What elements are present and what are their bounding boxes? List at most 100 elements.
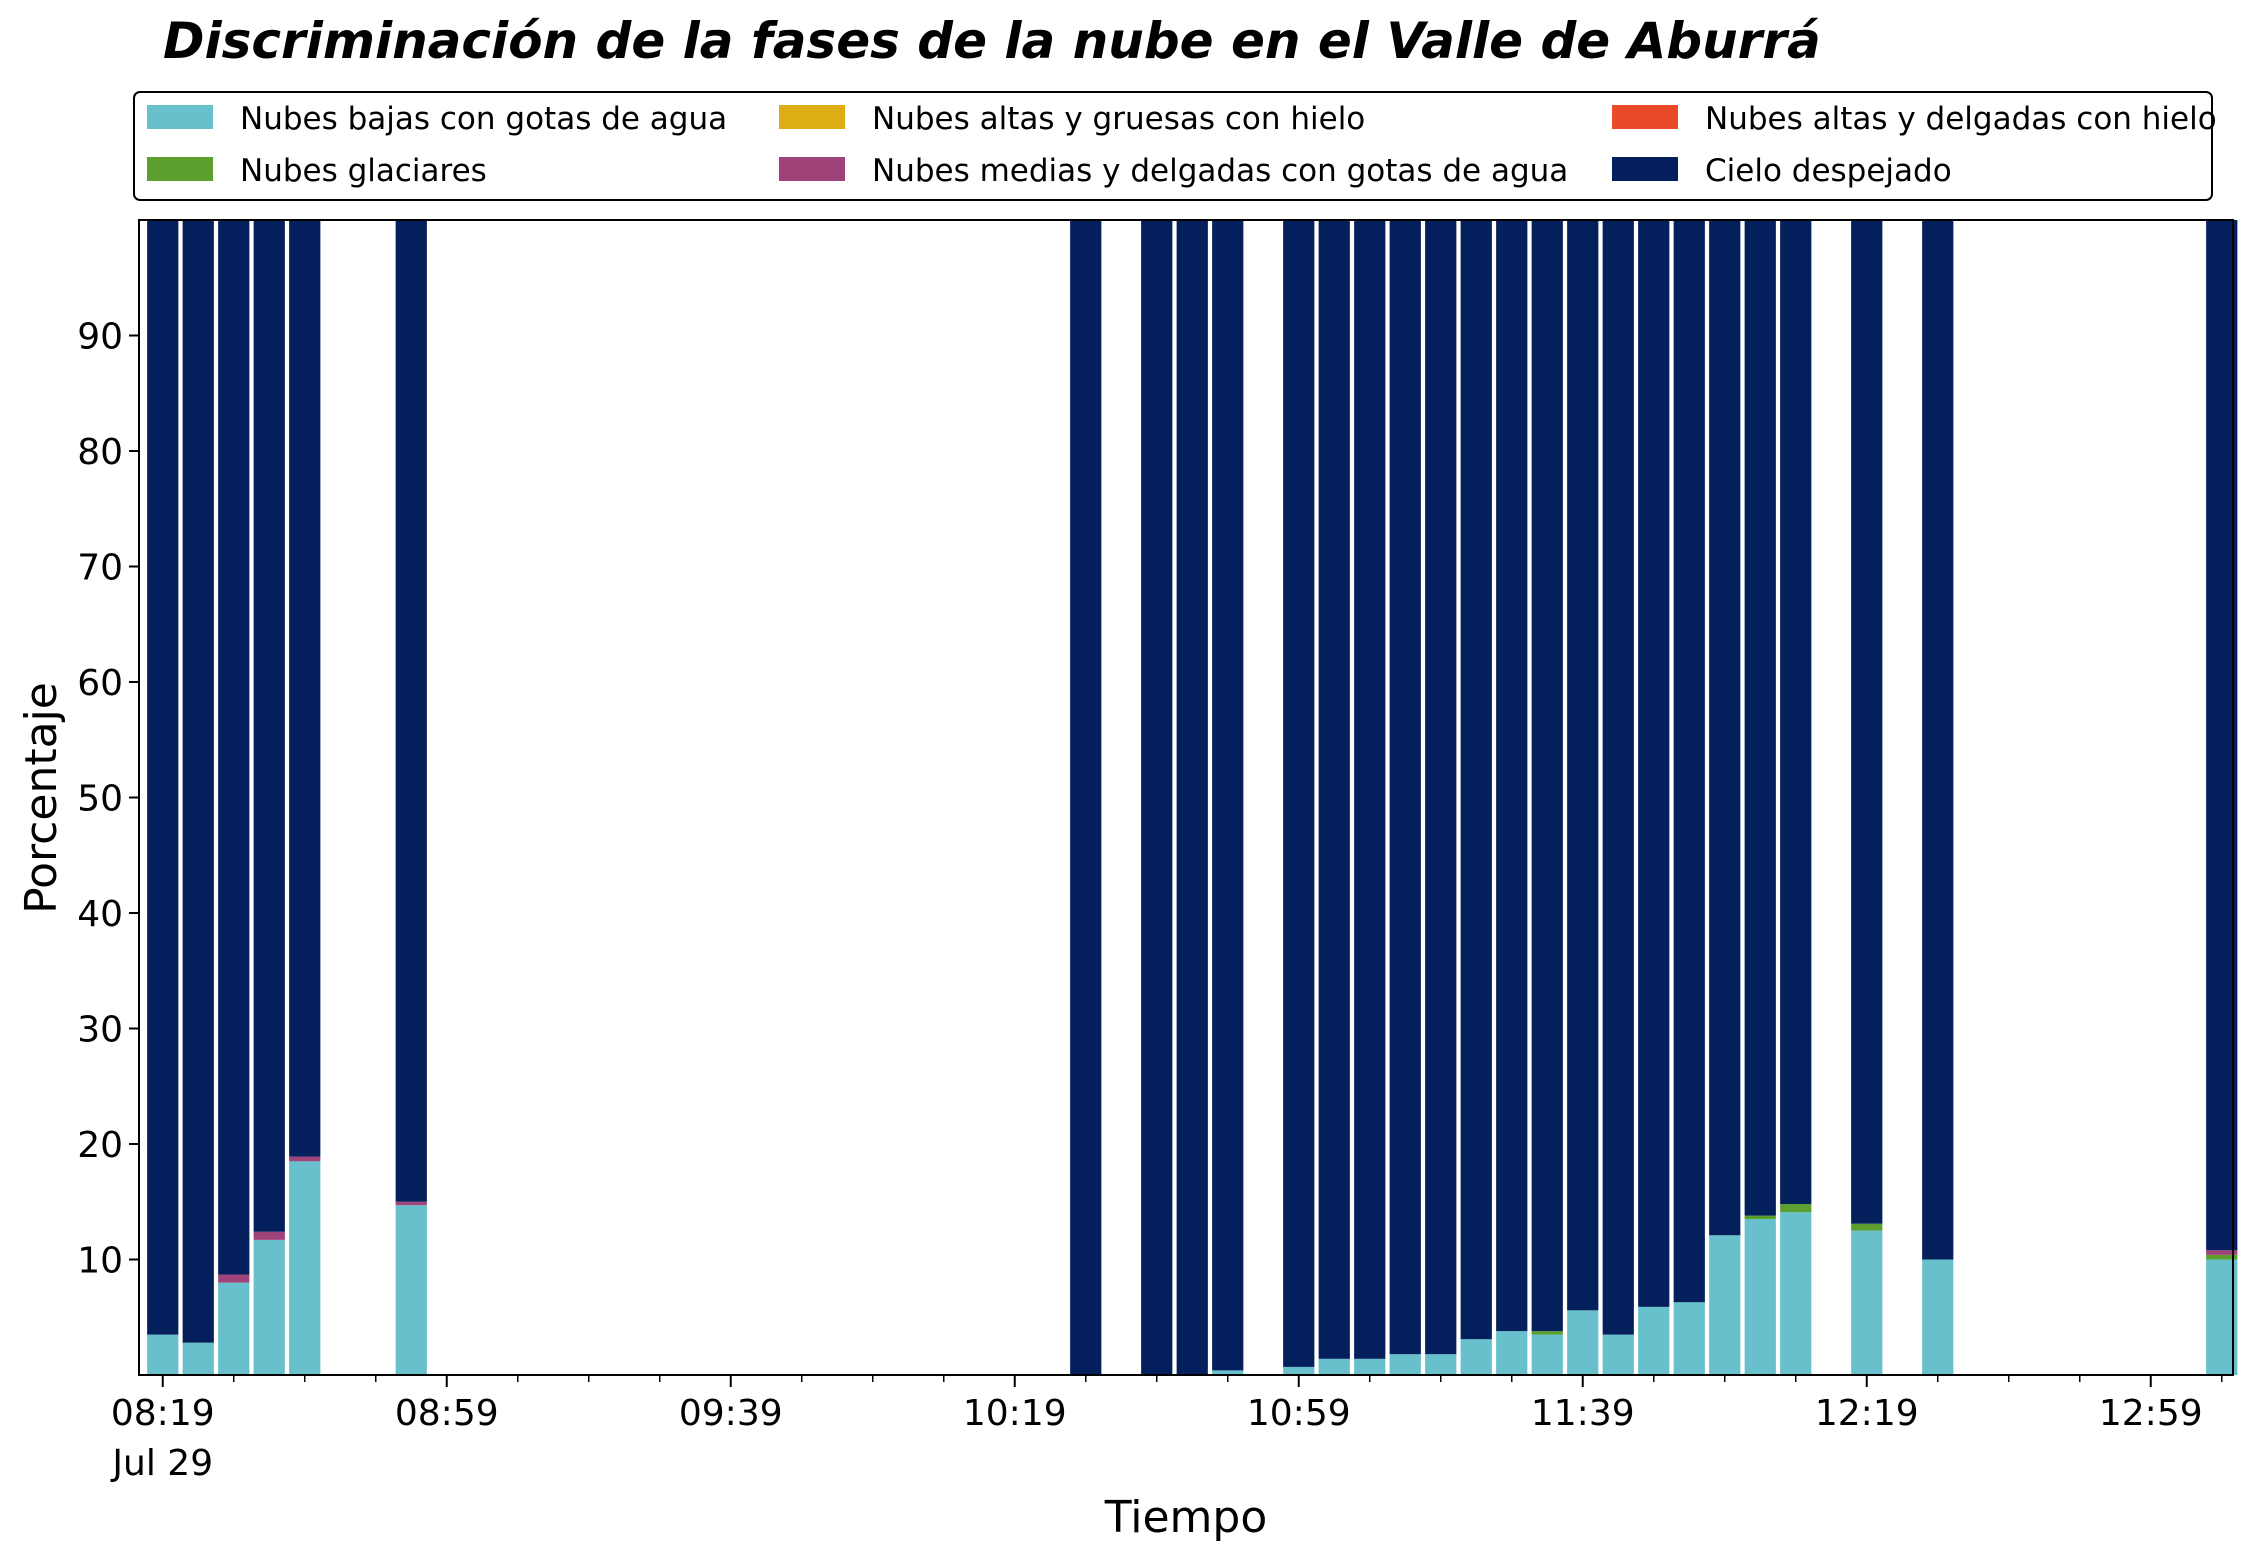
bar-segment-nubes-bajas-con-gotas-de-agua xyxy=(1212,1370,1244,1375)
bar-1039 xyxy=(1141,220,1173,1375)
bar-segment-nubes-bajas-con-gotas-de-agua xyxy=(218,1282,250,1375)
bar-segment-nubes-medias-y-delgadas-con-gotas-de-agua xyxy=(289,1156,321,1162)
bar-segment-cielo-despejado xyxy=(1318,220,1350,1359)
bar-1219 xyxy=(1851,220,1883,1376)
bar-segment-nubes-bajas-con-gotas-de-agua xyxy=(1709,1235,1741,1375)
y-tick-label: 90 xyxy=(77,317,123,358)
bars-layer xyxy=(147,220,2238,1376)
legend-item-nubes-medias-y-delgadas-con-gotas-de-agua: Nubes medias y delgadas con gotas de agu… xyxy=(779,153,1568,189)
y-axis-label: Porcentaje xyxy=(16,682,67,914)
bar-1149 xyxy=(1638,220,1670,1375)
y-tick-label: 50 xyxy=(77,779,123,820)
bar-segment-nubes-glaciares xyxy=(2206,1254,2238,1260)
bar-segment-cielo-despejado xyxy=(1567,220,1599,1311)
bar-segment-nubes-bajas-con-gotas-de-agua xyxy=(1496,1331,1528,1375)
bar-segment-nubes-bajas-con-gotas-de-agua xyxy=(1531,1334,1563,1375)
legend-label: Nubes altas y delgadas con hielo xyxy=(1705,101,2217,137)
bar-segment-nubes-glaciares xyxy=(1851,1223,1883,1231)
bar-1049 xyxy=(1212,220,1244,1375)
bar-segment-cielo-despejado xyxy=(1780,220,1812,1205)
legend-item-nubes-bajas-con-gotas-de-agua: Nubes bajas con gotas de agua xyxy=(147,101,727,137)
bar-1029 xyxy=(1070,220,1102,1375)
bar-segment-nubes-bajas-con-gotas-de-agua xyxy=(253,1239,285,1375)
x-axis: 08:19 Jul 29 08:59 09:39 10:19 10:59 11:39 12:1… xyxy=(110,1375,2223,1484)
legend-swatch xyxy=(779,105,845,129)
bar-segment-nubes-medias-y-delgadas-con-gotas-de-agua xyxy=(2206,1250,2238,1255)
bar-segment-nubes-bajas-con-gotas-de-agua xyxy=(1283,1366,1315,1375)
bar-segment-nubes-bajas-con-gotas-de-agua xyxy=(182,1342,214,1375)
bar-segment-cielo-despejado xyxy=(1460,220,1492,1340)
x-tick-label: 10:19 xyxy=(963,1393,1067,1434)
bar-1139 xyxy=(1567,220,1599,1375)
bar-segment-cielo-despejado xyxy=(1389,220,1421,1355)
bar-segment-cielo-despejado xyxy=(253,220,285,1232)
bar-1109 xyxy=(1354,220,1386,1375)
bar-1134 xyxy=(1531,220,1563,1375)
bar-segment-nubes-bajas-con-gotas-de-agua xyxy=(147,1334,179,1375)
y-tick-label: 30 xyxy=(77,1010,123,1051)
bar-segment-nubes-bajas-con-gotas-de-agua xyxy=(1638,1306,1670,1375)
legend-item-cielo-despejado: Cielo despejado xyxy=(1612,153,1952,189)
bar-segment-cielo-despejado xyxy=(1425,220,1457,1355)
bar-segment-cielo-despejado xyxy=(218,220,250,1275)
bar-segment-cielo-despejado xyxy=(1922,220,1954,1260)
bar-segment-nubes-bajas-con-gotas-de-agua xyxy=(395,1205,427,1375)
legend-label: Nubes medias y delgadas con gotas de agu… xyxy=(872,153,1568,189)
bar-segment-nubes-medias-y-delgadas-con-gotas-de-agua xyxy=(395,1201,427,1206)
bar-1059 xyxy=(1283,220,1315,1375)
bar-0834 xyxy=(253,220,285,1375)
y-tick-label: 10 xyxy=(77,1241,123,1282)
bar-segment-cielo-despejado xyxy=(1744,220,1776,1216)
bar-segment-cielo-despejado xyxy=(1638,220,1670,1307)
bar-1114 xyxy=(1389,220,1421,1375)
bar-segment-cielo-despejado xyxy=(1141,220,1173,1375)
legend-swatch xyxy=(147,105,213,129)
chart-title: Discriminación de la fases de la nube en… xyxy=(163,12,1821,70)
bar-segment-nubes-bajas-con-gotas-de-agua xyxy=(1780,1212,1812,1375)
x-axis-label: Tiempo xyxy=(1104,1492,1268,1543)
x-tick-label: 12:19 xyxy=(1815,1393,1919,1434)
bar-segment-nubes-bajas-con-gotas-de-agua xyxy=(1460,1339,1492,1375)
bar-segment-cielo-despejado xyxy=(1673,220,1705,1303)
bar-1229 xyxy=(1922,220,1954,1375)
bar-segment-nubes-bajas-con-gotas-de-agua xyxy=(1425,1354,1457,1375)
bar-segment-nubes-bajas-con-gotas-de-agua xyxy=(1318,1358,1350,1375)
legend: Nubes bajas con gotas de agua Nubes glaci… xyxy=(133,91,2217,201)
bar-segment-cielo-despejado xyxy=(1176,220,1208,1375)
legend-label: Nubes bajas con gotas de agua xyxy=(240,101,727,137)
legend-frame xyxy=(133,91,2213,201)
legend-item-nubes-altas-y-delgadas-con-hielo: Nubes altas y delgadas con hielo xyxy=(1612,101,2217,137)
bar-0829 xyxy=(218,220,250,1375)
bar-segment-nubes-bajas-con-gotas-de-agua xyxy=(1354,1358,1386,1375)
bar-1209 xyxy=(1780,220,1812,1375)
bar-1104 xyxy=(1318,220,1350,1375)
bar-segment-cielo-despejado xyxy=(1354,220,1386,1359)
bar-0824 xyxy=(182,220,214,1375)
bar-1154 xyxy=(1673,220,1705,1375)
bar-segment-cielo-despejado xyxy=(1531,220,1563,1332)
x-tick-label: 11:39 xyxy=(1531,1393,1635,1434)
legend-item-nubes-altas-y-gruesas-con-hielo: Nubes altas y gruesas con hielo xyxy=(779,101,1365,137)
x-tick-label: 12:59 xyxy=(2099,1393,2203,1434)
bar-0854 xyxy=(395,220,427,1375)
bar-segment-cielo-despejado xyxy=(289,220,321,1157)
bar-segment-nubes-medias-y-delgadas-con-gotas-de-agua xyxy=(218,1274,250,1283)
bar-segment-nubes-bajas-con-gotas-de-agua xyxy=(1922,1259,1954,1375)
bar-1129 xyxy=(1496,220,1528,1375)
bar-segment-nubes-bajas-con-gotas-de-agua xyxy=(1567,1310,1599,1375)
y-tick-label: 40 xyxy=(77,894,123,935)
y-tick-label: 80 xyxy=(77,432,123,473)
bar-1044 xyxy=(1176,220,1208,1375)
legend-swatch xyxy=(1612,105,1678,129)
bar-segment-nubes-glaciares xyxy=(1531,1331,1563,1335)
bar-0839 xyxy=(289,220,321,1375)
plot-area: 10 20 30 40 50 60 70 80 90 08:19 Jul 29 08:59 09:39… xyxy=(77,219,2238,1484)
x-tick-label: 09:39 xyxy=(679,1393,783,1434)
bar-segment-cielo-despejado xyxy=(1070,220,1102,1375)
legend-swatch xyxy=(147,157,213,181)
bar-1144 xyxy=(1602,220,1634,1375)
x-tick-label: 08:59 xyxy=(395,1393,499,1434)
legend-label: Nubes glaciares xyxy=(240,153,487,189)
bar-segment-nubes-bajas-con-gotas-de-agua xyxy=(1673,1302,1705,1375)
bar-segment-nubes-bajas-con-gotas-de-agua xyxy=(289,1161,321,1375)
